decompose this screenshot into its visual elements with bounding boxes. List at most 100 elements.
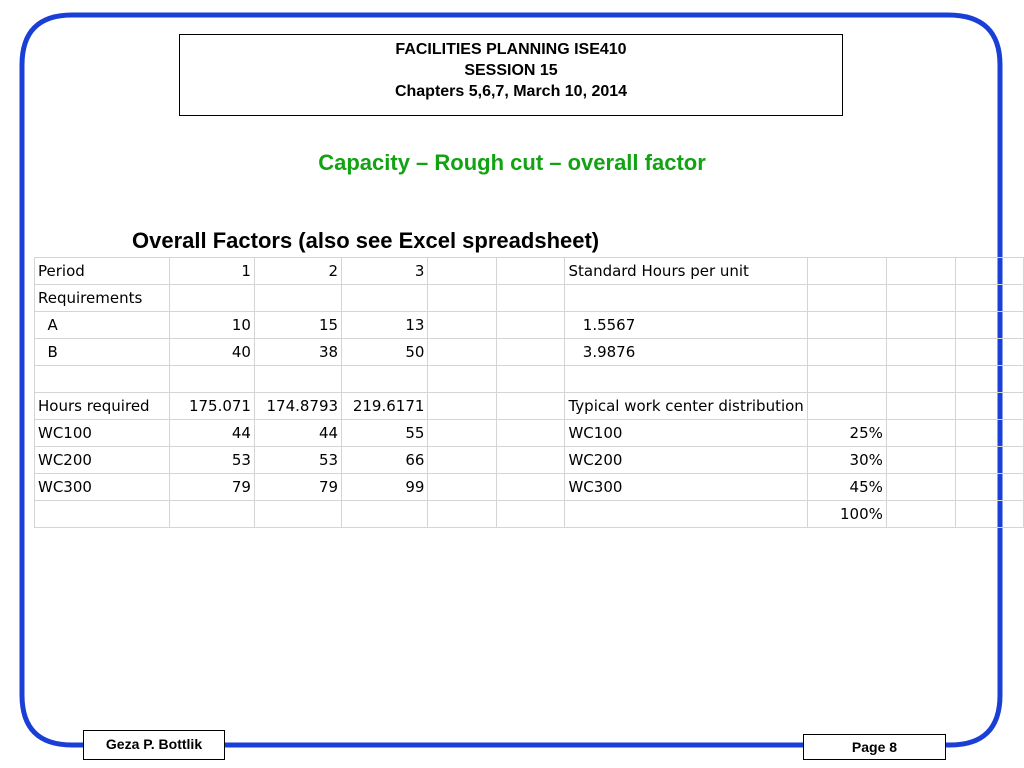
table-cell [885, 365, 956, 393]
table-cell [885, 392, 956, 420]
table-cell: 175.071 [169, 392, 255, 420]
table-cell: WC300 [33, 473, 171, 501]
author-footer: Geza P. Bottlik [83, 730, 225, 760]
table-cell: 3.9876 [564, 338, 808, 366]
table-cell: 30% [806, 446, 887, 474]
table-cell: 50 [341, 338, 429, 366]
table-cell [496, 338, 566, 366]
table-cell [427, 392, 498, 420]
table-cell [341, 500, 429, 528]
table-cell [885, 473, 956, 501]
table-cell: WC200 [564, 446, 808, 474]
table-cell: 53 [169, 446, 255, 474]
table-cell [885, 419, 956, 447]
table-cell: 219.6171 [341, 392, 429, 420]
table-cell [427, 257, 498, 285]
table-cell [954, 257, 1024, 285]
table-cell: Standard Hours per unit [564, 257, 808, 285]
table-cell: WC100 [564, 419, 808, 447]
table-cell: 44 [253, 419, 343, 447]
table-cell: 38 [253, 338, 343, 366]
table-row: Hours required 175.071 174.8793 219.6171 Typ… [33, 392, 1024, 420]
table-cell [427, 473, 498, 501]
table-cell [33, 365, 171, 393]
table-cell: 40 [169, 338, 255, 366]
frame-bottom-left-corner [19, 694, 84, 748]
table-cell [954, 365, 1024, 393]
table-cell [806, 284, 887, 312]
table-cell: WC100 [33, 419, 171, 447]
table-cell [341, 284, 429, 312]
table-cell [253, 500, 343, 528]
table-cell: 13 [341, 311, 429, 339]
table-cell [954, 473, 1024, 501]
table-cell [954, 284, 1024, 312]
table-cell: 3 [341, 257, 429, 285]
session-label: SESSION 15 [464, 62, 558, 79]
table-cell [427, 500, 498, 528]
table-cell: A [33, 311, 171, 339]
table-cell [885, 284, 956, 312]
table-cell [496, 257, 566, 285]
table-cell [564, 500, 808, 528]
table-cell [496, 446, 566, 474]
table-cell [564, 284, 808, 312]
table-row: B 40 38 50 3.9876 [33, 338, 1024, 366]
table-cell [806, 365, 887, 393]
table-cell [496, 419, 566, 447]
table-cell [806, 338, 887, 366]
table-row: A 10 15 13 1.5567 [33, 311, 1024, 339]
table-cell: 79 [253, 473, 343, 501]
table-row: WC200 53 53 66 WC200 30% [33, 446, 1024, 474]
table-cell: Hours required [33, 392, 171, 420]
table-cell [885, 257, 956, 285]
table-row [33, 365, 1024, 393]
table-cell: 55 [341, 419, 429, 447]
table-cell: 10 [169, 311, 255, 339]
table-cell [954, 446, 1024, 474]
table-cell [253, 284, 343, 312]
table-cell: 53 [253, 446, 343, 474]
table-row: 100% [33, 500, 1024, 528]
table-cell [427, 284, 498, 312]
table-cell [496, 365, 566, 393]
table-cell [253, 365, 343, 393]
header-box: FACILITIES PLANNING ISE410 SESSION 15 Ch… [179, 34, 843, 116]
spreadsheet-table: Period 1 2 3 Standard Hours per unit Requirem… [33, 257, 1024, 528]
table-cell: 66 [341, 446, 429, 474]
table-cell: 79 [169, 473, 255, 501]
table-cell [427, 365, 498, 393]
table-cell: Period [33, 257, 171, 285]
table-row: Requirements [33, 284, 1024, 312]
slide-title: Capacity – Rough cut – overall factor [318, 150, 706, 175]
table-cell [427, 419, 498, 447]
table-cell: WC300 [564, 473, 808, 501]
chapters-date: Chapters 5,6,7, March 10, 2014 [394, 83, 628, 100]
table-row: Period 1 2 3 Standard Hours per unit [33, 257, 1024, 285]
course-title: FACILITIES PLANNING ISE410 [395, 41, 627, 58]
table-cell: 174.8793 [253, 392, 343, 420]
table-cell: 25% [806, 419, 887, 447]
table-row: WC100 44 44 55 WC100 25% [33, 419, 1024, 447]
table-cell [427, 446, 498, 474]
table-cell: 1.5567 [564, 311, 808, 339]
table-cell: 100% [806, 500, 887, 528]
table-cell: Requirements [33, 284, 171, 312]
table-cell [806, 311, 887, 339]
table-row: WC300 79 79 99 WC300 45% [33, 473, 1024, 501]
table-cell [496, 311, 566, 339]
spreadsheet-body: Period 1 2 3 Standard Hours per unit Requirem… [33, 257, 1024, 528]
table-cell [806, 392, 887, 420]
table-cell [564, 365, 808, 393]
table-cell [33, 500, 171, 528]
table-cell: 45% [806, 473, 887, 501]
table-cell: 1 [169, 257, 255, 285]
table-cell: WC200 [33, 446, 171, 474]
table-cell [885, 500, 956, 528]
table-cell [954, 311, 1024, 339]
table-cell [427, 338, 498, 366]
table-cell [496, 392, 566, 420]
table-cell: 2 [253, 257, 343, 285]
table-cell [885, 338, 956, 366]
